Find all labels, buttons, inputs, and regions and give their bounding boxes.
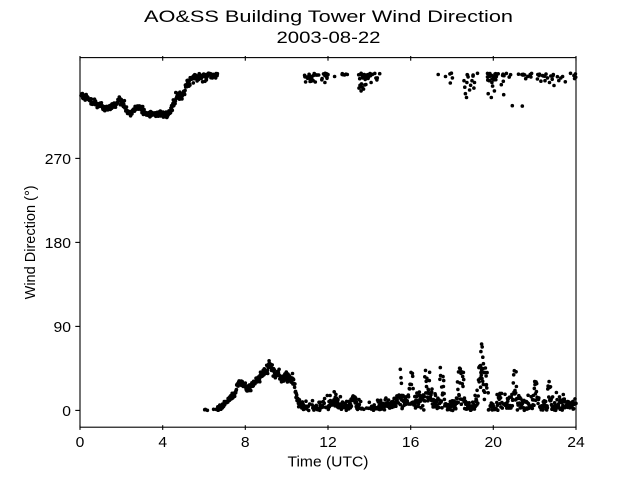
svg-text:270: 270 (45, 152, 71, 168)
svg-text:20: 20 (485, 435, 503, 451)
svg-text:16: 16 (402, 435, 420, 451)
svg-text:90: 90 (54, 320, 72, 336)
svg-text:2003-08-22: 2003-08-22 (277, 28, 381, 47)
svg-text:0: 0 (62, 404, 71, 420)
svg-text:12: 12 (319, 435, 337, 451)
svg-text:AO&SS Building Tower Wind Dire: AO&SS Building Tower Wind Direction (144, 7, 513, 26)
svg-text:0: 0 (76, 435, 85, 451)
svg-text:180: 180 (45, 236, 71, 252)
svg-text:4: 4 (158, 435, 167, 451)
svg-text:8: 8 (241, 435, 250, 451)
svg-text:24: 24 (567, 435, 585, 451)
svg-text:Wind Direction (°): Wind Direction (°) (23, 185, 39, 299)
svg-text:Time (UTC): Time (UTC) (288, 454, 369, 470)
